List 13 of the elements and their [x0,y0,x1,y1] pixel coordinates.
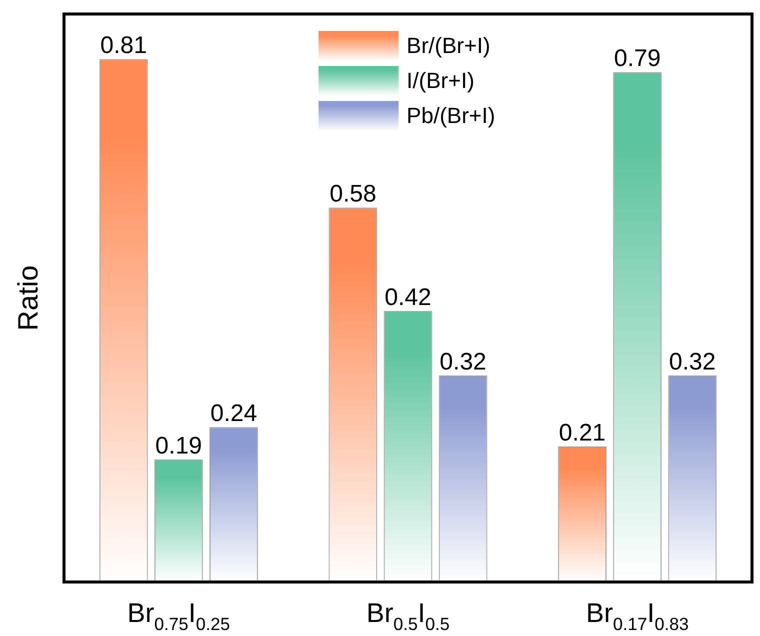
legend-label: I/(Br+I) [406,68,474,94]
y-axis-title: Ratio [12,265,44,331]
data-label: 0.24 [210,400,258,428]
data-label: 0.42 [384,284,432,311]
data-label: 0.32 [440,348,486,376]
data-label: 0.32 [669,348,716,376]
legend-label: Br/(Br+I) [406,33,490,58]
legend-label: Pb/(Br+I) [406,103,496,128]
data-label: 0.19 [155,432,202,460]
data-label: 0.79 [614,45,661,72]
data-label: 0.21 [558,419,606,446]
data-label: 0.81 [100,32,147,60]
data-label: 0.58 [330,180,376,208]
